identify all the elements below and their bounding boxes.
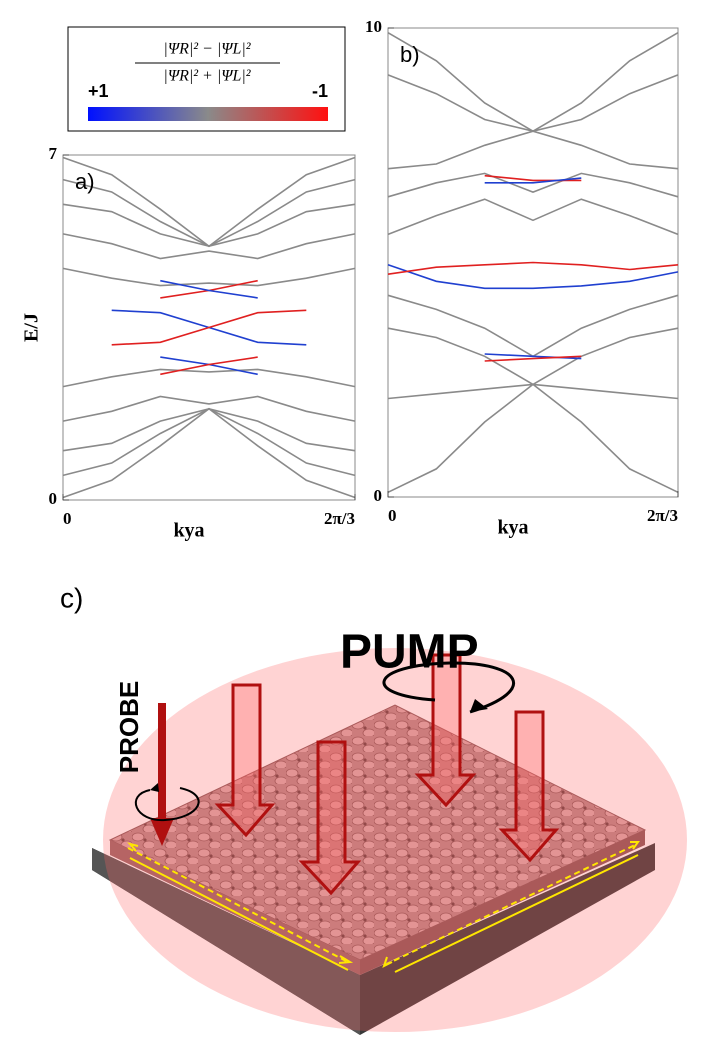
y-tick-label: 0 (374, 486, 383, 505)
probe-polarization (134, 787, 200, 822)
band (62, 368, 356, 388)
colorbar-max: +1 (88, 81, 109, 101)
x-tick-label: 0 (63, 509, 72, 528)
band (387, 198, 679, 236)
x-axis-label: kya (497, 517, 528, 539)
pump-arrows (214, 653, 560, 896)
pump-spot (103, 648, 687, 1032)
band (387, 261, 679, 275)
x-tick-label: 2π/3 (647, 506, 678, 525)
pump-label: PUMP (340, 626, 479, 679)
band (387, 130, 679, 170)
band (62, 407, 356, 452)
band (484, 177, 582, 184)
band (62, 267, 356, 287)
substrate-side (92, 848, 360, 1035)
probe-beam (158, 703, 166, 821)
colorbar-min: -1 (312, 81, 328, 101)
plots: 0 7 0 2π/3 a) kya E/J 0 10 0 2π/3 b) kya (21, 17, 679, 542)
panel-label: b) (400, 42, 420, 67)
band (484, 355, 582, 362)
y-tick-label: 10 (365, 17, 382, 36)
panel-label: a) (75, 169, 95, 194)
band (160, 279, 258, 299)
probe-polarization-head (150, 783, 159, 792)
formula-denominator: |ΨR|² + |ΨL|² (163, 68, 251, 85)
band (62, 233, 356, 260)
lattice-edge (110, 840, 360, 975)
y-tick-label: 0 (49, 489, 58, 508)
panel-label: c) (60, 582, 83, 613)
pump-polarization (382, 661, 516, 714)
y-tick-label: 7 (49, 144, 58, 163)
band (387, 172, 679, 198)
band (387, 383, 679, 494)
band (160, 356, 258, 376)
x-tick-label: 0 (388, 506, 397, 525)
probe-label: PROBE (114, 681, 144, 773)
edge-currents (127, 841, 640, 973)
band (62, 395, 356, 422)
pump-polarization-head (470, 699, 488, 712)
band (387, 264, 679, 290)
x-axis-label: kya (173, 520, 204, 542)
probe-head (150, 818, 174, 846)
band (111, 309, 307, 346)
band (62, 203, 356, 248)
y-axis-label: E/J (21, 313, 43, 342)
formula-numerator: |ΨR|² − |ΨL|² (163, 41, 251, 58)
lattice-edge (360, 830, 645, 975)
x-tick-label: 2π/3 (324, 509, 355, 528)
colorbar-gradient (88, 107, 328, 121)
